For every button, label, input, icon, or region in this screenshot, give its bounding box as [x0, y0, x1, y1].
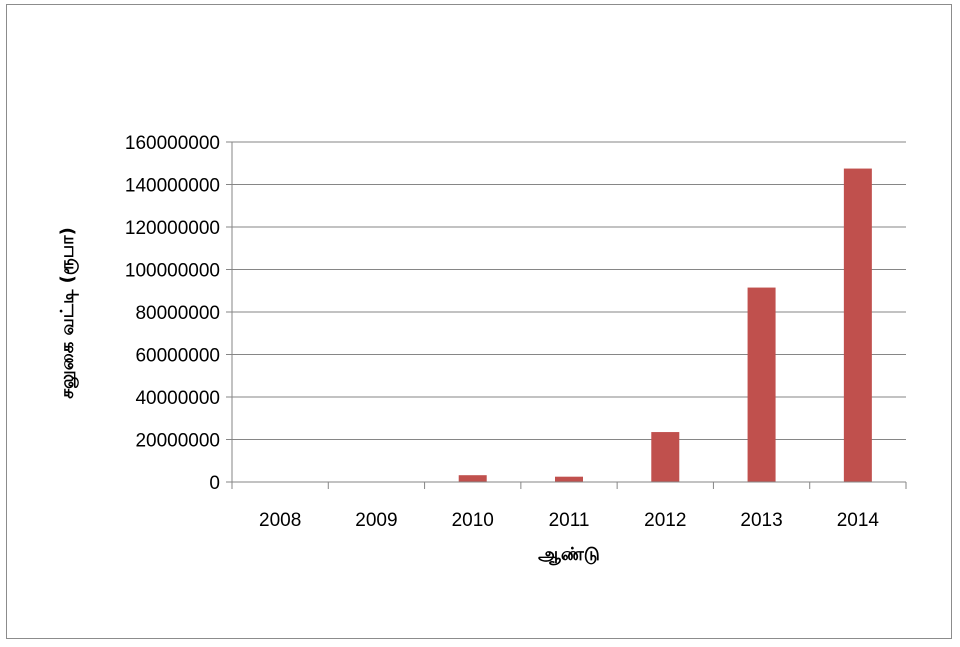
bar-2010	[458, 475, 487, 482]
axes	[226, 141, 907, 489]
y-tick-label: 80000000	[135, 303, 220, 324]
bar-2014	[843, 168, 872, 482]
x-tick-label: 2012	[644, 510, 686, 531]
x-tick-label: 2014	[837, 510, 880, 531]
gridlines	[232, 141, 906, 440]
y-tick-label: 160000000	[125, 133, 220, 154]
x-tick-label: 2011	[549, 510, 590, 531]
bar-2011	[555, 476, 583, 482]
chart-frame	[6, 4, 952, 639]
y-tick-label: 100000000	[125, 261, 220, 282]
y-tick-label: 0	[209, 473, 220, 494]
x-tick-label: 2013	[740, 510, 782, 531]
x-tick-label: 2009	[355, 510, 397, 531]
y-tick-label: 20000000	[135, 431, 220, 452]
x-tick-labels: 2008 2009 2010 2011 2012 2013 2014	[259, 510, 879, 531]
x-axis-title: ஆண்டு	[538, 544, 600, 565]
y-axis-title: சலுகை வட்டி (ரூபா)	[57, 227, 79, 399]
x-tick-label: 2010	[452, 510, 494, 531]
bar-series	[458, 168, 872, 482]
x-tick-label: 2008	[259, 510, 301, 531]
bar-2012	[651, 432, 680, 482]
y-tick-label: 120000000	[125, 218, 220, 239]
y-tick-label: 60000000	[135, 346, 220, 367]
y-tick-labels: 0 20000000 40000000 60000000 80000000 1000000…	[125, 133, 220, 494]
y-tick-label: 140000000	[125, 176, 220, 197]
y-tick-label: 40000000	[135, 388, 220, 409]
bar-2013	[747, 287, 776, 482]
